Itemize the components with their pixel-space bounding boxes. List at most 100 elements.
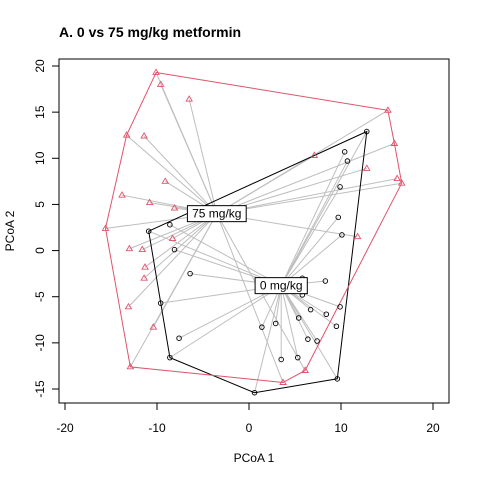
group-0-centroid-box bbox=[254, 277, 308, 295]
group-75-hull bbox=[104, 71, 403, 384]
group-0-spider-line bbox=[169, 285, 282, 359]
group-0-point bbox=[305, 336, 311, 342]
group-75-point bbox=[185, 95, 193, 102]
group-75-spider-line bbox=[143, 135, 218, 214]
group-75-point bbox=[161, 177, 170, 184]
group-75-point bbox=[156, 80, 165, 87]
group-75-centroid-label: 75 mg/kg bbox=[192, 207, 241, 221]
y-tick-label: 15 bbox=[33, 105, 47, 119]
group-0-point bbox=[259, 324, 265, 330]
group-75-point bbox=[149, 323, 158, 330]
group-0-spider-line bbox=[254, 285, 282, 393]
group-75-point bbox=[126, 362, 135, 370]
x-tick-label: 20 bbox=[426, 421, 440, 435]
x-tick-label: 10 bbox=[334, 421, 348, 435]
group-0-point bbox=[176, 335, 182, 341]
group-0-point bbox=[335, 214, 341, 221]
group-75-point bbox=[362, 164, 371, 171]
group-75-point bbox=[122, 131, 131, 138]
group-75-point bbox=[125, 244, 134, 252]
group-0-spider-line bbox=[280, 160, 348, 286]
group-0-point bbox=[344, 158, 351, 164]
group-0-point bbox=[171, 246, 178, 253]
group-0-spider-line bbox=[280, 285, 309, 340]
y-tick-label: -5 bbox=[33, 291, 47, 302]
group-0-spider-line bbox=[178, 285, 282, 339]
axes: -20 -10 0 10 20 -15 -10 -5 0 5 10 15 20 bbox=[33, 59, 440, 435]
group-75-spider-line bbox=[216, 155, 315, 215]
group-0-point bbox=[167, 221, 173, 228]
group-75-point bbox=[168, 234, 177, 242]
y-tick-label: -15 bbox=[33, 380, 47, 398]
group-75-point bbox=[140, 274, 149, 281]
group-0-point bbox=[157, 300, 164, 306]
group-75-centroid-box bbox=[186, 205, 247, 223]
group-0-point bbox=[295, 315, 302, 321]
group-75-spider-line bbox=[216, 143, 395, 215]
group-0-point bbox=[337, 184, 343, 190]
group-75-point bbox=[145, 198, 154, 206]
group-0-point bbox=[337, 304, 343, 310]
group-75-point bbox=[397, 179, 406, 186]
group-0-point bbox=[314, 338, 320, 344]
group-75-point bbox=[170, 204, 179, 211]
group-0-point bbox=[145, 228, 152, 234]
group-75-spider-line bbox=[216, 182, 402, 215]
group-75-point bbox=[140, 132, 148, 139]
group-75-point bbox=[353, 232, 362, 240]
group-0-point bbox=[322, 278, 329, 284]
group-75-point bbox=[152, 68, 160, 75]
group-0-point bbox=[334, 376, 341, 382]
group-75-point bbox=[138, 245, 147, 253]
group-0-point bbox=[307, 306, 314, 313]
data-points bbox=[101, 68, 406, 396]
group-0-centroid-label: 0 mg/kg bbox=[260, 279, 303, 293]
group-75-spider-line bbox=[144, 213, 218, 268]
group-75-point bbox=[310, 151, 319, 158]
group-75-spider-line bbox=[143, 213, 218, 279]
x-tick-label: -10 bbox=[148, 421, 166, 435]
group-0-point bbox=[333, 323, 340, 329]
group-0-point bbox=[278, 356, 284, 363]
hull-polygons bbox=[104, 71, 403, 394]
x-axis-label: PCoA 1 bbox=[234, 451, 275, 465]
group-75-spider-line bbox=[188, 99, 218, 214]
y-tick-label: 5 bbox=[33, 201, 47, 208]
group-75-spider-line bbox=[128, 213, 218, 308]
group-75-point bbox=[141, 263, 149, 270]
group-75-spider-line bbox=[216, 178, 398, 215]
chart-title: A. 0 vs 75 mg/kg metformin bbox=[59, 24, 241, 40]
group-0-spider-line bbox=[280, 186, 341, 286]
group-0-spider-line bbox=[280, 285, 299, 358]
group-0-spider-line bbox=[280, 285, 338, 380]
group-0-point bbox=[187, 270, 193, 277]
group-0-spider-line bbox=[280, 217, 339, 286]
group-0-spider-line bbox=[169, 224, 282, 287]
x-tick-label: 0 bbox=[246, 421, 253, 435]
group-0-point bbox=[339, 232, 345, 238]
group-0-point bbox=[323, 311, 330, 317]
group-0-point bbox=[251, 389, 258, 396]
group-0-spider-line bbox=[280, 151, 346, 286]
group-75-spider-line bbox=[126, 134, 218, 215]
group-75-spider-line bbox=[129, 213, 218, 368]
group-75-point bbox=[124, 302, 133, 310]
group-75-spider-line bbox=[160, 84, 218, 214]
group-0-point bbox=[167, 354, 173, 361]
group-75-spider-line bbox=[216, 213, 284, 383]
group-0-spider-line bbox=[280, 131, 368, 286]
group-75-point bbox=[390, 139, 399, 146]
group-75-point bbox=[393, 174, 401, 182]
y-tick-label: 0 bbox=[33, 247, 47, 254]
y-tick-label: 10 bbox=[33, 151, 47, 165]
group-0-point bbox=[272, 320, 279, 327]
plot-frame bbox=[58, 58, 450, 404]
group-75-point bbox=[101, 224, 110, 231]
group-75-point bbox=[301, 366, 309, 373]
spider-lines bbox=[105, 72, 402, 393]
group-75-point bbox=[279, 378, 287, 385]
centroid-labels: 0 mg/kg 75 mg/kg bbox=[186, 205, 308, 295]
y-axis-label: PCoA 2 bbox=[3, 210, 17, 251]
y-tick-label: -10 bbox=[33, 334, 47, 352]
